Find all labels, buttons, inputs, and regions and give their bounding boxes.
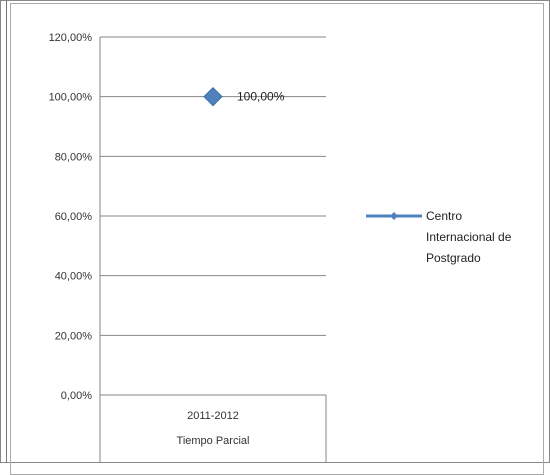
- y-tick-label: 120,00%: [49, 32, 93, 44]
- legend: Centro Internacional de Postgrado: [366, 209, 512, 265]
- y-tick-label: 100,00%: [49, 92, 93, 104]
- x-axis: 2011-2012 Tiempo Parcial: [99, 395, 327, 463]
- legend-label: Centro: [426, 209, 462, 223]
- x-tick-label: Tiempo Parcial: [177, 435, 250, 447]
- y-tick-label: 60,00%: [55, 211, 93, 223]
- x-tick-label: 2011-2012: [187, 410, 239, 422]
- chart: 0,00% 20,00% 40,00% 60,00% 80,00% 100,00% 120,…: [49, 32, 512, 463]
- legend-label: Postgrado: [426, 251, 481, 265]
- y-tick-label: 40,00%: [55, 271, 93, 283]
- frame-edge: [6, 0, 7, 463]
- legend-marker: [390, 212, 398, 220]
- data-label: 100,00%: [237, 90, 285, 104]
- data-point-marker: [203, 86, 223, 107]
- y-tick-label: 80,00%: [55, 151, 93, 163]
- y-axis-labels: 0,00% 20,00% 40,00% 60,00% 80,00% 100,00% 120,…: [49, 32, 93, 402]
- series: 100,00%: [203, 86, 285, 107]
- legend-label: Internacional de: [426, 230, 512, 244]
- y-tick-label: 0,00%: [61, 390, 92, 402]
- y-tick-label: 20,00%: [55, 330, 93, 342]
